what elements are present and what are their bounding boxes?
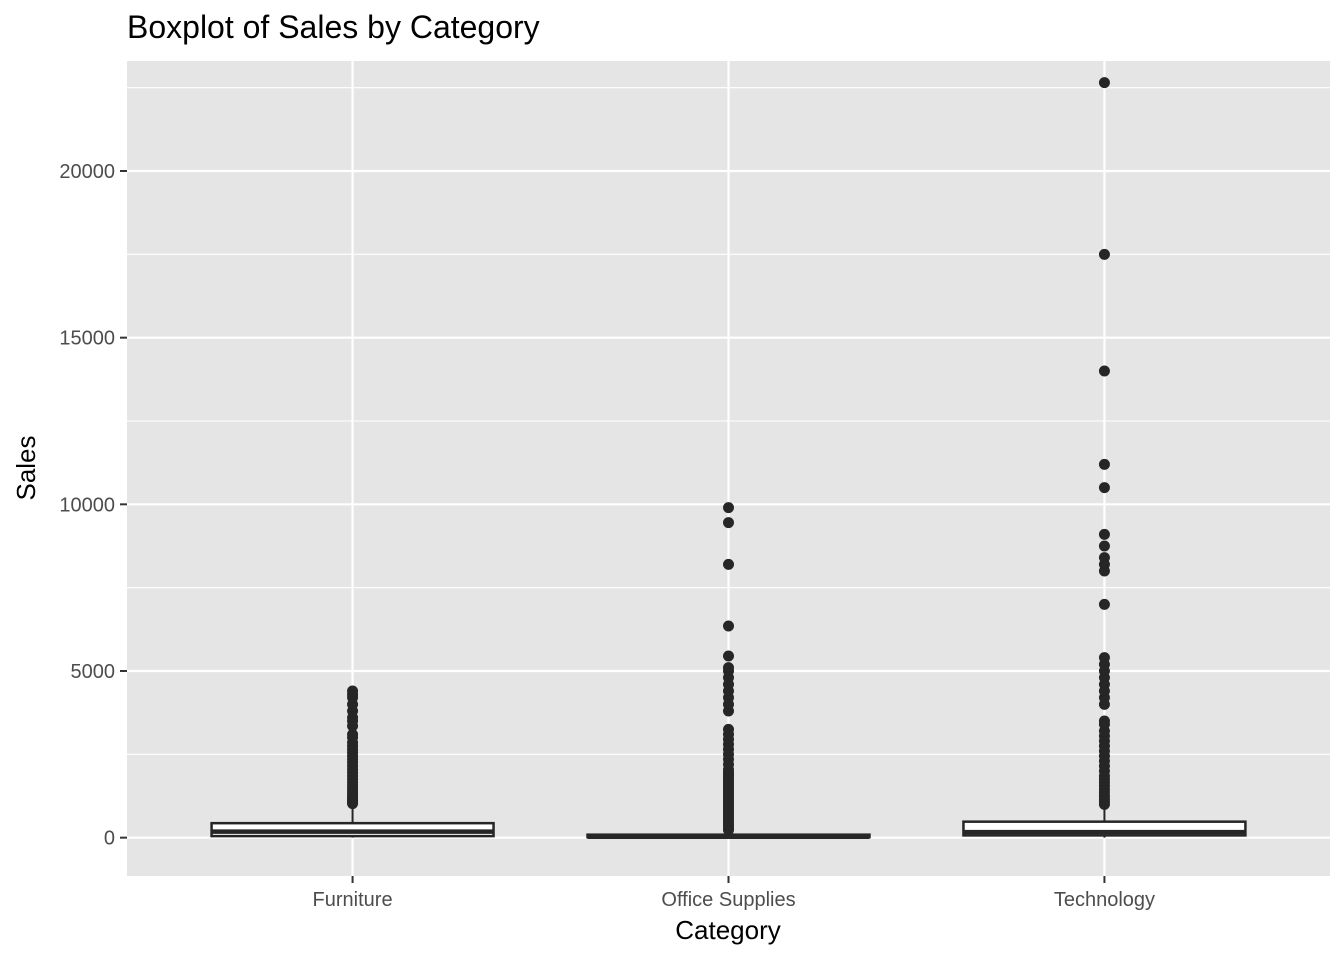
x-tick-label: Office Supplies xyxy=(661,889,795,911)
x-axis: Furniture Office Supplies Technology xyxy=(313,876,1155,911)
y-tick-label: 0 xyxy=(104,828,115,850)
y-tick-label: 15000 xyxy=(59,328,115,350)
outlier-point xyxy=(1098,77,1110,89)
y-tick-label: 10000 xyxy=(59,494,115,516)
boxes-layer xyxy=(210,77,1247,840)
outlier-point xyxy=(347,685,359,697)
outlier-point xyxy=(1098,552,1110,564)
outlier-point xyxy=(1098,715,1110,727)
outlier-point xyxy=(723,620,734,632)
outlier-point xyxy=(723,723,734,735)
chart-title: Boxplot of Sales by Category xyxy=(127,9,540,45)
outlier-point xyxy=(1098,528,1110,540)
outlier-point xyxy=(723,650,734,662)
y-tick-label: 20000 xyxy=(59,161,115,183)
box-office-supplies xyxy=(586,502,871,840)
x-axis-title: Category xyxy=(675,915,781,945)
outlier-point xyxy=(1098,482,1110,494)
box-technology xyxy=(962,77,1247,838)
y-axis-title: Sales xyxy=(11,435,41,500)
box-furniture xyxy=(210,685,495,838)
outlier-point xyxy=(723,558,734,570)
x-tick-label: Furniture xyxy=(313,889,393,911)
outlier-point xyxy=(1098,652,1110,664)
outlier-point xyxy=(723,502,734,514)
outlier-point xyxy=(1098,248,1110,260)
outlier-point xyxy=(723,662,734,674)
outlier-point xyxy=(347,728,359,740)
y-axis: 0 5000 10000 15000 20000 xyxy=(59,161,127,850)
outlier-point xyxy=(1098,458,1110,470)
outlier-point xyxy=(723,517,734,529)
outlier-point xyxy=(1098,540,1110,552)
outlier-point xyxy=(1098,598,1110,610)
x-tick-label: Technology xyxy=(1054,889,1155,911)
y-tick-label: 5000 xyxy=(71,661,116,683)
outlier-point xyxy=(1098,365,1110,377)
